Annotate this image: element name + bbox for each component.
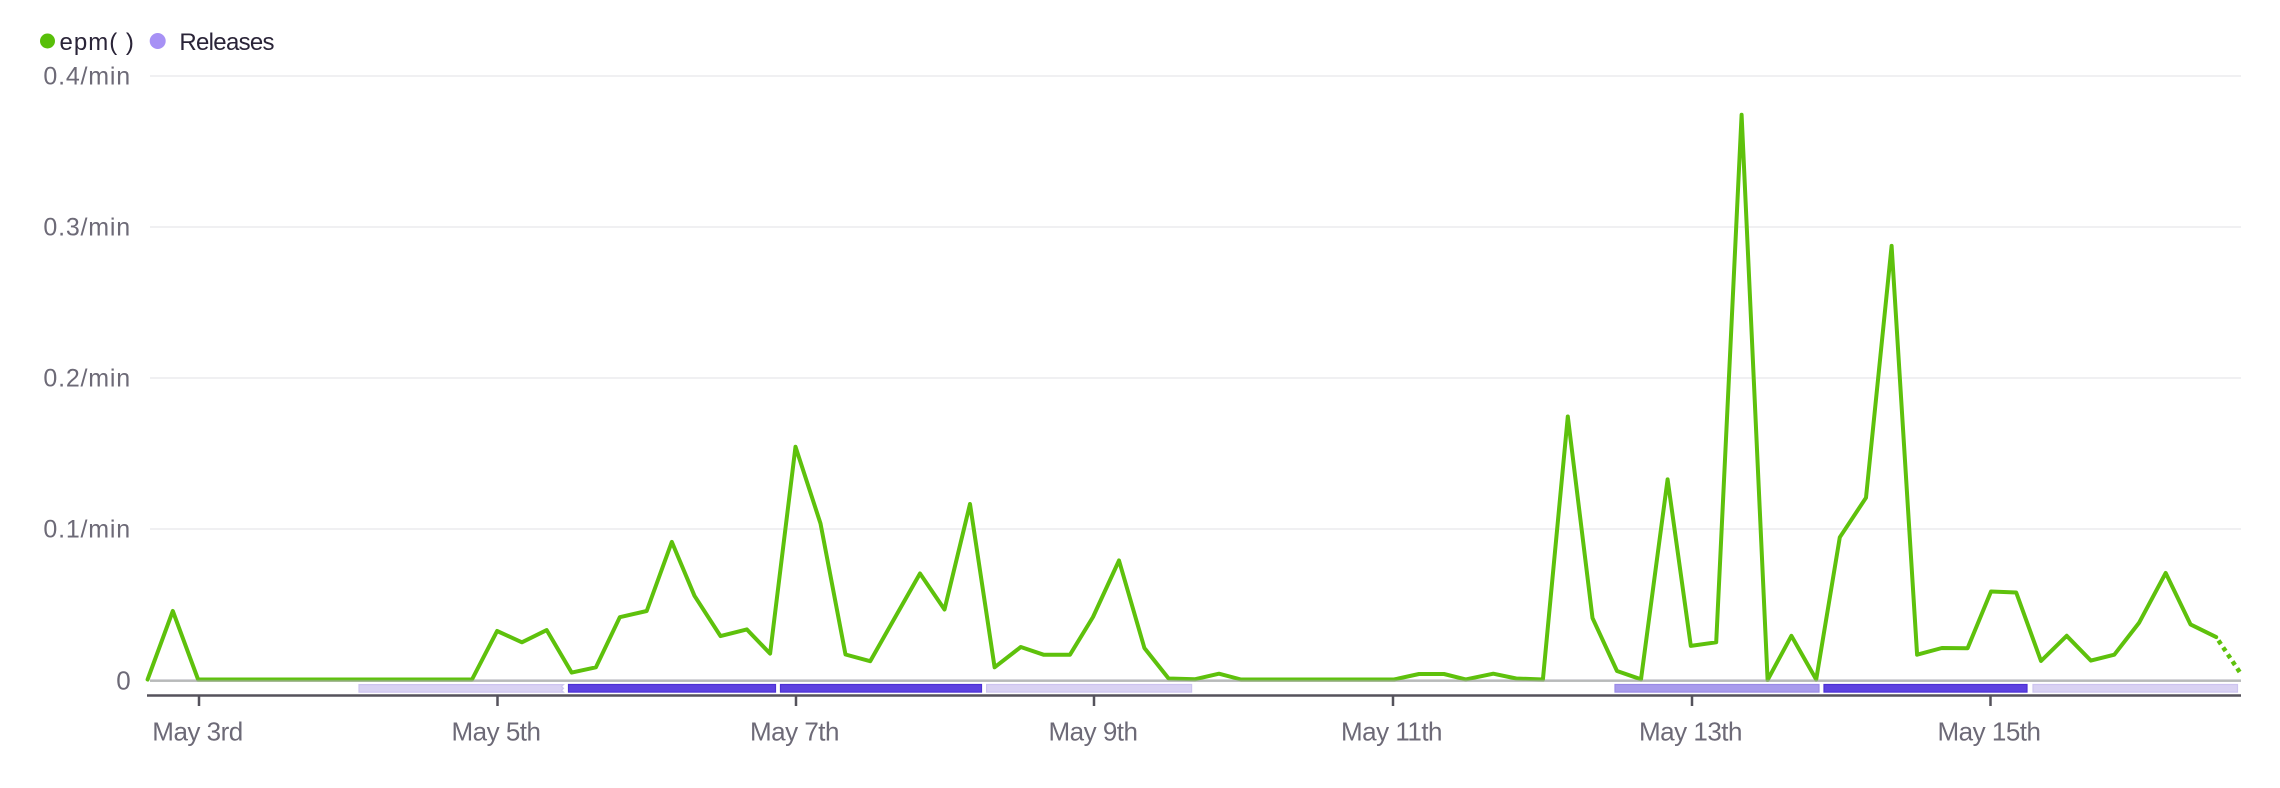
svg-text:May 11th: May 11th bbox=[1341, 717, 1442, 747]
svg-text:May 7th: May 7th bbox=[750, 717, 839, 747]
svg-text:May 9th: May 9th bbox=[1049, 717, 1138, 747]
svg-text:May 5th: May 5th bbox=[452, 717, 541, 747]
svg-text:May 3rd: May 3rd bbox=[152, 717, 242, 747]
svg-text:0.1/min: 0.1/min bbox=[43, 515, 131, 543]
svg-text:0.3/min: 0.3/min bbox=[43, 213, 131, 241]
svg-text:0.2/min: 0.2/min bbox=[43, 364, 131, 392]
svg-text:May 13th: May 13th bbox=[1639, 717, 1742, 747]
svg-text:0.4/min: 0.4/min bbox=[43, 62, 131, 90]
svg-text:May 15th: May 15th bbox=[1938, 717, 2041, 747]
svg-text:Releases: Releases bbox=[179, 29, 274, 56]
svg-text:0: 0 bbox=[116, 666, 131, 696]
svg-text:epm( ): epm( ) bbox=[60, 29, 135, 56]
